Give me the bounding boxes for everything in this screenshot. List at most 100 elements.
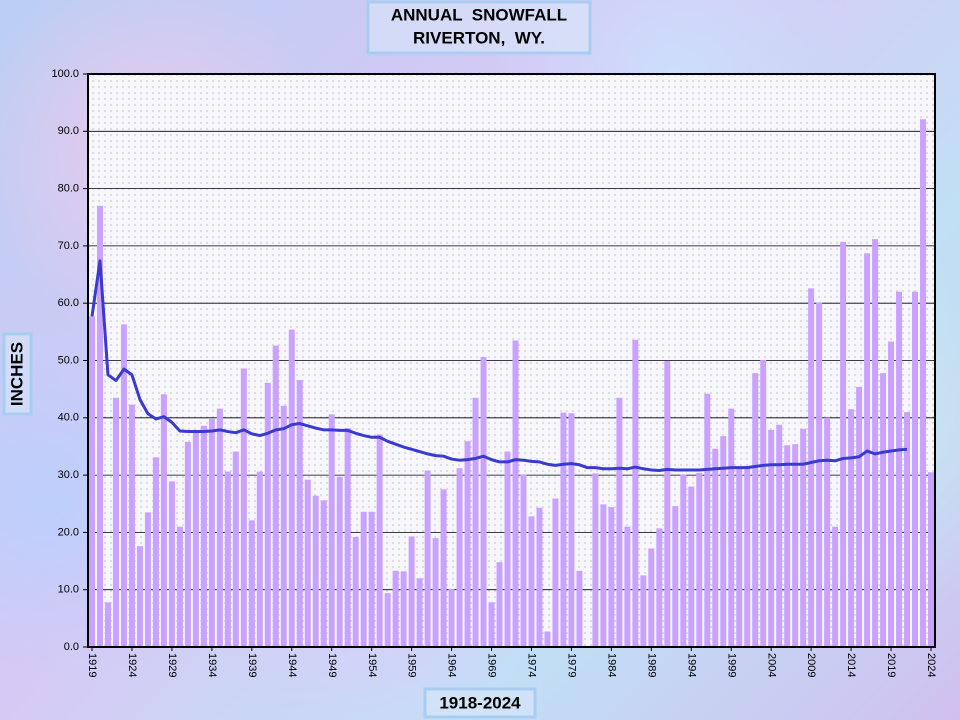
plot-border [87,73,936,648]
bar [680,474,687,647]
bar [248,520,255,647]
mean-line [90,259,908,473]
x-tick-label: 1974 [526,653,538,677]
bar [888,341,895,647]
bar [328,414,335,647]
y-tick-label: 10.0 [58,584,79,596]
bar [472,397,479,647]
bar [880,373,887,647]
bar [808,288,815,647]
bar [336,476,343,647]
bar [368,511,375,647]
x-tick-label: 1994 [685,653,697,677]
bar [688,486,695,647]
bar [440,489,447,647]
bar [240,368,247,647]
bar [304,479,311,647]
y-tick-label: 90.0 [58,125,79,137]
bar [856,386,863,647]
bar [920,119,927,648]
y-tick-label: 80.0 [58,183,79,195]
chart-subtitle: RIVERTON, WY. [413,28,545,47]
bar [416,578,423,647]
y-tick-label: 20.0 [58,526,79,538]
bar [696,472,703,647]
bar [672,506,679,647]
bar [312,495,319,647]
x-axis-label: 1918-2024 [439,693,521,712]
bar [656,528,663,647]
y-tick-label: 30.0 [58,469,79,481]
y-tick-label: 0.0 [64,641,79,653]
bar [208,418,215,647]
bar [272,345,279,647]
xlabel-box [423,687,537,719]
bar [520,474,527,647]
bar [560,412,567,647]
bar [232,451,239,647]
x-tick-label: 1929 [166,653,178,677]
bar [640,575,647,647]
bar [112,397,119,647]
bar [184,441,191,647]
x-tick-label: 2014 [845,653,857,677]
bar [784,445,791,647]
bar [632,339,639,647]
bar [128,404,135,647]
bar [280,405,287,647]
bar [144,512,151,647]
x-tick-label: 1954 [366,653,378,677]
bar [704,393,711,647]
bar [504,451,511,647]
x-tick-label: 1979 [566,653,578,677]
y-tick-label: 100.0 [51,68,79,80]
bar [120,324,127,647]
bar [168,481,175,647]
bar [712,448,719,647]
bar [816,302,823,647]
bar [848,409,855,647]
bar [456,468,463,647]
y-tick-label: 60.0 [58,297,79,309]
bar [176,526,183,647]
bar [488,602,495,647]
bar [224,471,231,647]
bar [736,466,743,647]
bar [904,412,911,647]
y-axis-label: INCHES [7,342,26,406]
bar [152,457,159,647]
bar [384,593,391,647]
bar [320,500,327,647]
x-tick-label: 2004 [765,653,777,677]
bar [480,357,487,647]
chart-title: ANNUAL SNOWFALL [391,5,567,24]
bar [448,589,455,647]
bar [88,316,95,647]
bar [576,570,583,647]
bar [192,432,199,647]
bar [592,473,599,647]
bar [376,434,383,647]
title-box [366,0,592,55]
x-tick-label: 1939 [246,653,258,677]
bar [800,428,807,647]
bar [760,359,767,647]
bar [264,382,271,647]
bar [536,507,543,647]
bar [96,205,103,648]
bar [544,631,551,647]
bar [624,526,631,647]
bar [512,340,519,647]
bar [160,394,167,647]
bar [256,471,263,647]
x-tick-label: 2009 [805,653,817,677]
bar [432,538,439,647]
x-tick-label: 1934 [206,653,218,677]
bar [136,546,143,647]
x-tick-label: 1919 [86,653,98,677]
bar [744,465,751,647]
bar [200,425,207,647]
bar [928,472,935,647]
